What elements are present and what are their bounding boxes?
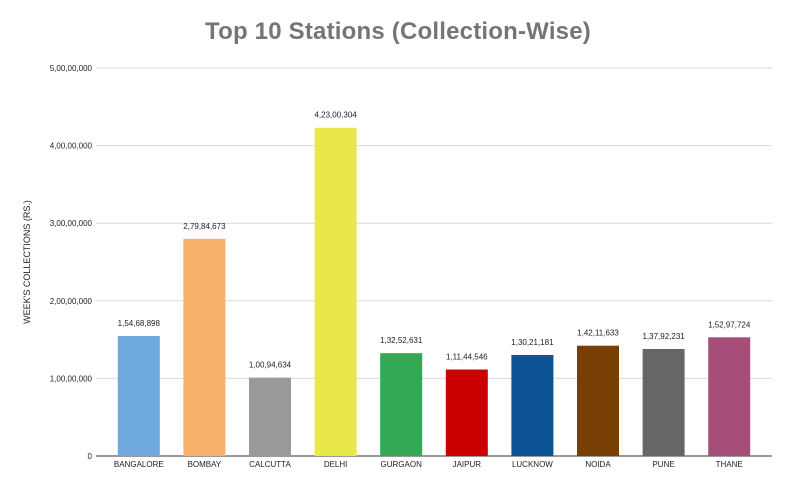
- y-tick-label: 4,00,00,000: [50, 142, 93, 151]
- data-label: 1,52,97,724: [708, 320, 751, 329]
- bar-noida: [577, 345, 619, 456]
- x-tick-label: BANGALORE: [114, 460, 164, 469]
- y-tick-label: 3,00,00,000: [50, 219, 93, 228]
- bar-jaipur: [445, 369, 488, 456]
- data-label: 1,54,68,898: [118, 319, 161, 328]
- data-label: 1,11,44,546: [446, 353, 488, 362]
- data-label: 4,23,00,304: [314, 111, 357, 120]
- x-tick-label: JAIPUR: [453, 460, 482, 469]
- y-tick-label: 1,00,00,000: [50, 374, 93, 383]
- data-label: 1,30,21,181: [511, 338, 554, 347]
- bar-bangalore: [117, 335, 160, 456]
- y-axis-title: WEEK'S COLLECTIONS (RS.): [22, 200, 32, 324]
- x-tick-label: NOIDA: [585, 460, 611, 469]
- bar-pune: [642, 348, 685, 456]
- data-label: 1,00,94,634: [249, 361, 292, 370]
- y-tick-label: 2,00,00,000: [50, 297, 93, 306]
- bar-gurgaon: [380, 353, 423, 456]
- x-tick-label: GURGAON: [381, 460, 423, 469]
- x-tick-label: PUNE: [652, 460, 674, 469]
- bar-delhi: [314, 127, 357, 457]
- x-tick-label: DELHI: [324, 460, 348, 469]
- data-label: 1,42,11,633: [577, 329, 619, 338]
- data-label: 1,32,52,631: [380, 336, 423, 345]
- x-tick-label: LUCKNOW: [512, 460, 553, 469]
- y-tick-label: 5,00,00,000: [50, 64, 93, 73]
- bar-lucknow: [511, 354, 554, 456]
- x-tick-label: CALCUTTA: [249, 460, 291, 469]
- x-tick-label: BOMBAY: [188, 460, 222, 469]
- chart-title: Top 10 Stations (Collection-Wise): [205, 18, 591, 45]
- x-tick-label: THANE: [716, 460, 743, 469]
- bar-calcutta: [249, 377, 291, 456]
- bar-thane: [708, 337, 751, 456]
- data-label: 2,79,84,673: [183, 222, 226, 231]
- data-label: 1,37,92,231: [642, 332, 685, 341]
- bar-bombay: [183, 238, 226, 456]
- y-tick-label: 0: [88, 452, 93, 461]
